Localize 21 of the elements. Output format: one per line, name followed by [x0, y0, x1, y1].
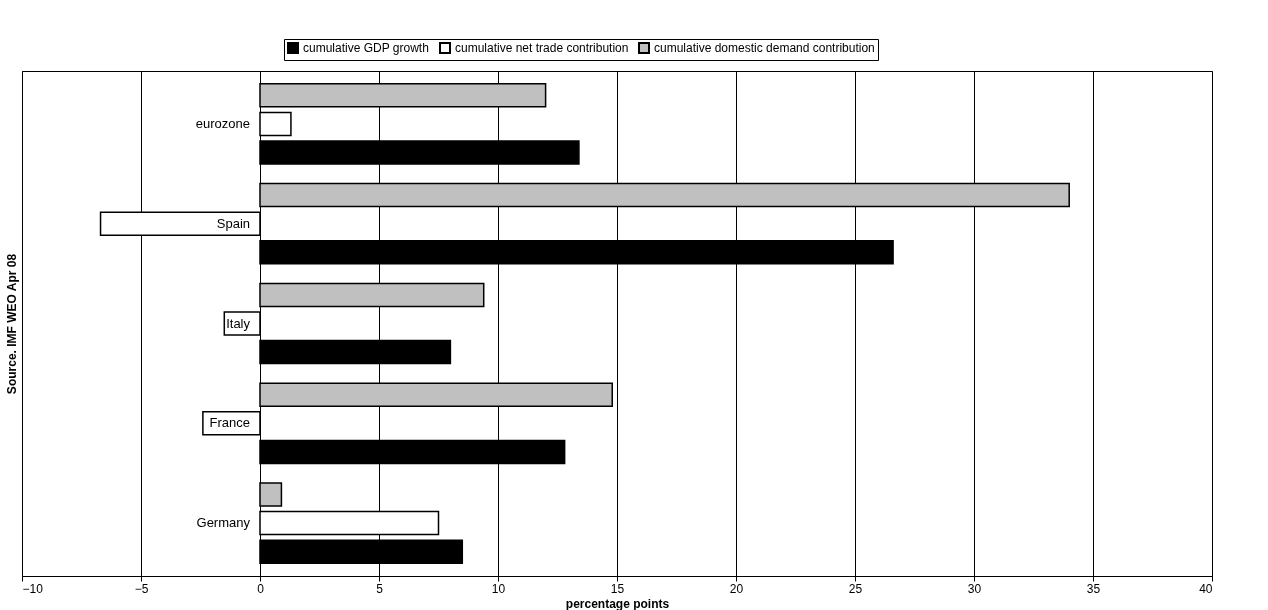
x-tick-label: 0 — [257, 581, 265, 596]
x-tick-label: 30 — [967, 581, 982, 596]
x-tick-label: 35 — [1086, 581, 1101, 596]
x-tick-label: −5 — [134, 581, 149, 596]
y-tick-label: Italy — [226, 315, 251, 331]
x-tick-label: 40 — [1199, 581, 1213, 596]
y-tick-label: Spain — [216, 215, 250, 231]
y-tick-label: France — [209, 415, 250, 431]
legend-label: cumulative net trade contribution — [455, 41, 629, 55]
y-tick-label: eurozone — [195, 115, 250, 131]
x-tick-label: 5 — [376, 581, 384, 596]
x-tick-label: 10 — [491, 581, 506, 596]
legend-label: cumulative GDP growth — [303, 41, 429, 55]
y-tick-label: Germany — [196, 515, 251, 531]
x-axis-title: percentage points — [565, 596, 670, 610]
y-axis-title: Source. IMF WEO Apr 08 — [4, 253, 19, 395]
legend-label: cumulative domestic demand contribution — [654, 41, 875, 55]
x-tick-label: 20 — [729, 581, 744, 596]
x-tick-label: −10 — [22, 581, 44, 596]
x-tick-label: 25 — [848, 581, 863, 596]
x-tick-label: 15 — [610, 581, 625, 596]
